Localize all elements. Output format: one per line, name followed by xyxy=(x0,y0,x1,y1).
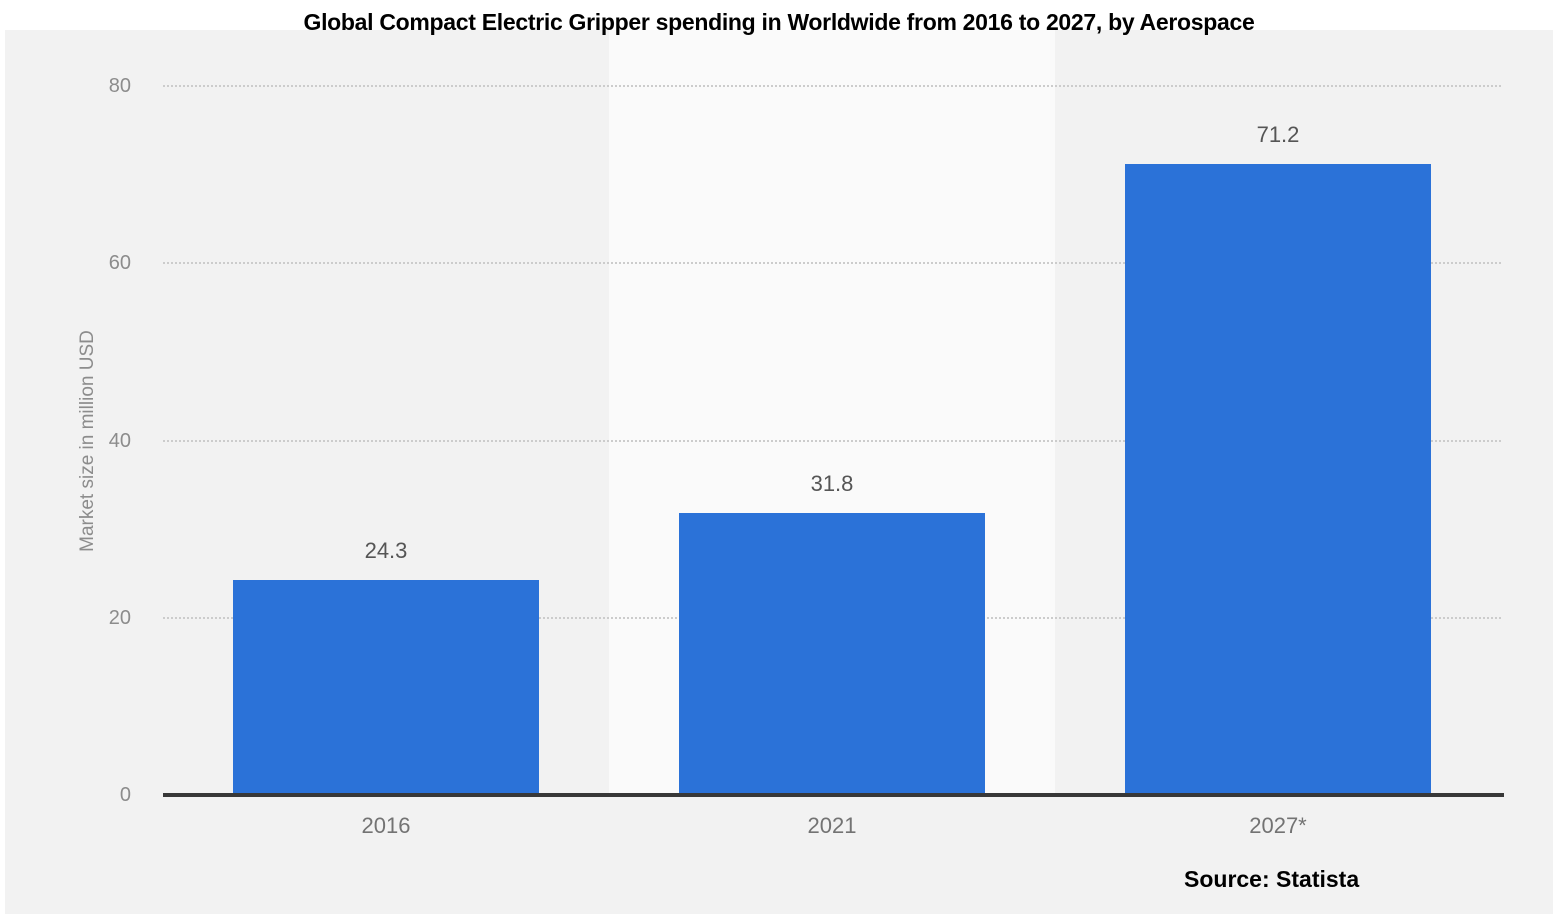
y-tick-40: 40 xyxy=(108,430,131,452)
chart-title: Global Compact Electric Gripper spending… xyxy=(303,9,1255,35)
bar-2021[interactable] xyxy=(679,513,985,795)
gridline-80 xyxy=(163,85,1501,87)
source-label: Source: Statista xyxy=(1184,866,1360,892)
value-label-2027: 71.2 xyxy=(1256,122,1300,147)
value-label-2021: 31.8 xyxy=(810,471,854,496)
x-tick-2016: 2016 xyxy=(361,813,411,838)
y-axis-title: Market size in million USD xyxy=(77,330,98,552)
x-axis-line xyxy=(163,793,1504,797)
gridline-40 xyxy=(163,440,1501,442)
x-tick-2021: 2021 xyxy=(807,813,857,838)
bar-2016[interactable] xyxy=(233,580,539,795)
bar-2027[interactable] xyxy=(1125,164,1431,795)
y-tick-20: 20 xyxy=(108,607,131,629)
gridline-60 xyxy=(163,262,1501,264)
y-tick-80: 80 xyxy=(108,75,131,97)
x-tick-2027: 2027* xyxy=(1249,813,1307,838)
value-label-2016: 24.3 xyxy=(364,538,408,563)
y-tick-0: 0 xyxy=(119,784,131,806)
y-tick-60: 60 xyxy=(108,252,131,274)
